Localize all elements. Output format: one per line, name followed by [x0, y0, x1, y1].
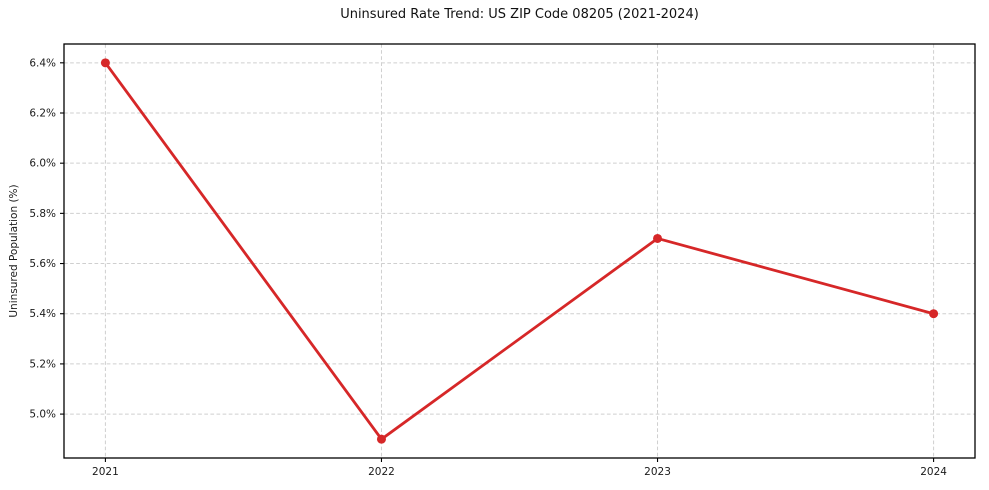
y-tick-label: 6.0%: [29, 158, 56, 170]
x-tick-label: 2022: [368, 466, 395, 478]
y-tick-label: 6.2%: [29, 108, 56, 120]
chart-title: Uninsured Rate Trend: US ZIP Code 08205 …: [340, 7, 699, 22]
trend-line: [104, 61, 935, 441]
y-tick-label: 5.6%: [29, 258, 56, 270]
data-point-marker: [100, 58, 110, 68]
x-tick-label: 2021: [92, 466, 119, 478]
y-tick-label: 5.8%: [29, 208, 56, 220]
x-tick-label: 2023: [644, 466, 671, 478]
data-point-marker: [929, 309, 939, 319]
plot-border: [63, 43, 976, 459]
y-tick-label: 5.2%: [29, 358, 56, 370]
y-tick-label: 6.4%: [29, 57, 56, 69]
y-tick-label: 5.4%: [29, 308, 56, 320]
x-tick-label: 2024: [920, 466, 947, 478]
data-point-marker: [653, 233, 663, 243]
y-tick-label: 5.0%: [29, 409, 56, 421]
data-point-marker: [376, 434, 386, 444]
